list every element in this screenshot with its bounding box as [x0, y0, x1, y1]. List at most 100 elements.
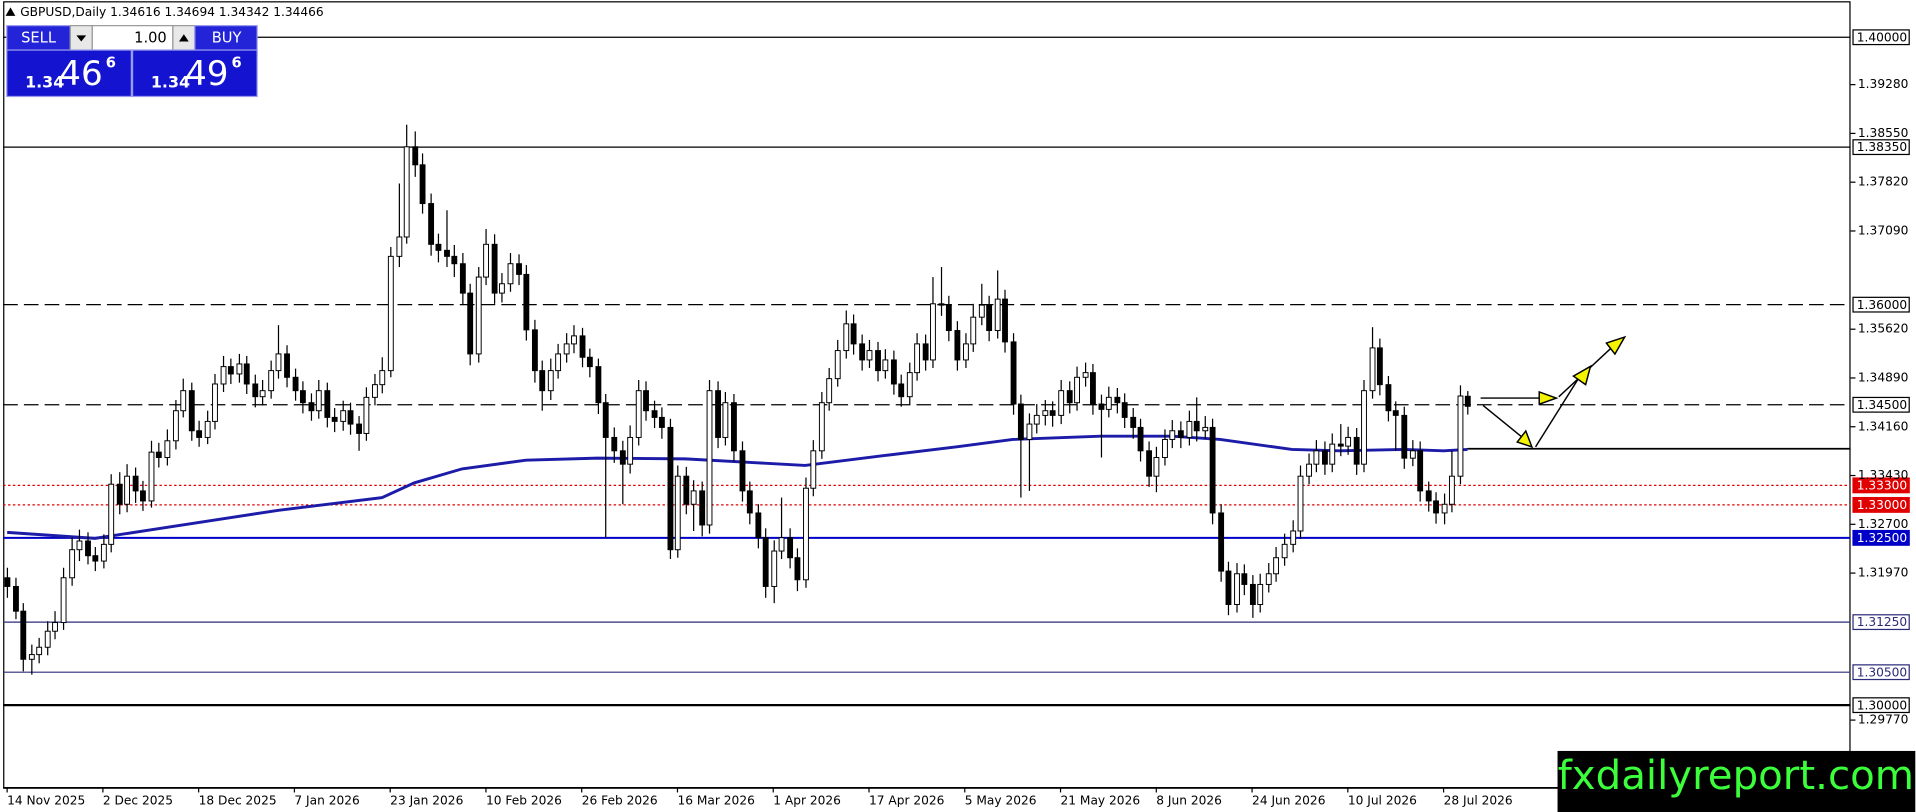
sell-price-box[interactable] — [6, 49, 132, 98]
candle-body — [945, 304, 952, 332]
x-tick-label: 2 Dec 2025 — [103, 794, 173, 808]
candle-body — [731, 402, 737, 452]
x-tick-label: 23 Jan 2026 — [390, 794, 463, 808]
up-icon — [178, 34, 189, 42]
axes: 1.39280 1.38550 1.37820 1.37090 1.35620 1.348… — [3, 77, 1908, 808]
x-tick-label: 28 Jul 2026 — [1444, 794, 1513, 808]
candle-body — [1225, 570, 1232, 605]
candle-body — [1401, 414, 1408, 459]
candle-body — [451, 255, 458, 265]
candle-body — [1218, 512, 1225, 572]
candle-body — [324, 390, 331, 418]
candle-body — [1273, 557, 1280, 575]
candle-body — [1049, 410, 1056, 416]
y-tick-label: 1.38550 — [1858, 126, 1908, 140]
candle-body — [914, 343, 921, 374]
candle-body — [1002, 298, 1008, 343]
buy-price-box[interactable] — [131, 49, 258, 98]
candle-body — [124, 475, 131, 505]
candle-body — [467, 292, 474, 355]
candle-body — [1425, 490, 1432, 502]
candle-body — [1010, 341, 1017, 405]
candle-body — [379, 370, 386, 386]
candle-body — [875, 350, 881, 372]
candle-body — [762, 537, 769, 587]
candle-body — [771, 550, 778, 587]
candle-body — [1457, 395, 1464, 477]
candle-body — [1082, 372, 1089, 378]
candle-body — [69, 549, 76, 579]
candle-body — [1169, 430, 1176, 440]
buy-price-pips: 49 — [185, 54, 228, 94]
candle-body — [643, 390, 649, 412]
candle-body — [20, 610, 27, 660]
price-level-box — [1852, 614, 1910, 631]
candle-body — [658, 416, 665, 428]
header-text: GBPUSD,Daily 1.34616 1.34694 1.34342 1.3… — [20, 5, 323, 19]
price-level-label: 1.30000 — [1857, 698, 1907, 712]
y-tick-label: 1.29770 — [1858, 713, 1908, 727]
candle-body — [547, 370, 554, 392]
quote-open: 1.34616 — [110, 5, 160, 19]
candle-body — [970, 316, 977, 345]
candle-body — [602, 402, 609, 438]
y-tick-label: 1.39280 — [1858, 77, 1908, 91]
candle-body — [180, 390, 187, 412]
candle-body — [843, 323, 850, 352]
candle-body — [611, 436, 618, 452]
price-level-box — [1852, 477, 1910, 494]
candle-body — [1153, 456, 1160, 477]
lots-value: 1.00 — [134, 29, 167, 46]
quote-low: 1.34342 — [219, 5, 269, 19]
buy-button[interactable] — [194, 25, 258, 51]
candle-body — [243, 363, 250, 385]
candle-body — [1361, 390, 1367, 465]
candle-body — [1329, 443, 1336, 465]
candle-body — [651, 410, 658, 418]
candle-body — [1162, 438, 1168, 458]
candle-body — [690, 490, 697, 505]
candle-body — [1385, 384, 1392, 412]
x-tick-label: 7 Jan 2026 — [294, 794, 359, 808]
candle-body — [715, 390, 721, 438]
y-tick-label: 1.31970 — [1858, 566, 1908, 580]
candle-body — [1369, 347, 1376, 392]
price-level-label: 1.31250 — [1857, 615, 1907, 629]
candle-body — [1209, 426, 1216, 514]
x-tick-label: 14 Nov 2025 — [7, 794, 85, 808]
candle-body — [1313, 450, 1320, 465]
candle-body — [212, 383, 218, 422]
sell-label: SELL — [21, 29, 57, 46]
candle-body — [132, 475, 139, 492]
x-tick-label: 18 Dec 2025 — [199, 794, 277, 808]
candle-body — [1130, 416, 1137, 428]
candles — [4, 124, 1471, 675]
sell-price-fraction: 6 — [106, 54, 116, 71]
candle-body — [898, 383, 905, 398]
candle-body — [444, 249, 450, 257]
arrow-head — [1605, 335, 1627, 356]
x-tick-label: 21 May 2026 — [1061, 794, 1141, 808]
levels: 1.40000 1.38350 1.36000 1.34500 1.33300 1.330… — [3, 29, 1910, 714]
candle-body — [963, 343, 969, 361]
candle-body — [1114, 396, 1121, 404]
x-tick-label: 8 Jun 2026 — [1156, 794, 1222, 808]
candle-body — [155, 451, 162, 458]
candle-body — [794, 557, 801, 581]
candle-body — [930, 303, 936, 361]
price-level-label: 1.38350 — [1857, 140, 1907, 154]
candle-body — [1257, 583, 1264, 605]
candle-body — [428, 203, 435, 245]
candle-body — [1202, 426, 1209, 432]
candle-body — [755, 512, 762, 539]
y-tick-label: 1.32700 — [1858, 517, 1908, 531]
candle-body — [28, 654, 35, 660]
candle-body — [834, 350, 841, 380]
price-level-box — [1852, 529, 1910, 546]
candle-body — [92, 555, 99, 562]
candle-body — [116, 483, 123, 505]
candle-body — [1017, 403, 1024, 440]
x-tick-label: 10 Jul 2026 — [1348, 794, 1417, 808]
